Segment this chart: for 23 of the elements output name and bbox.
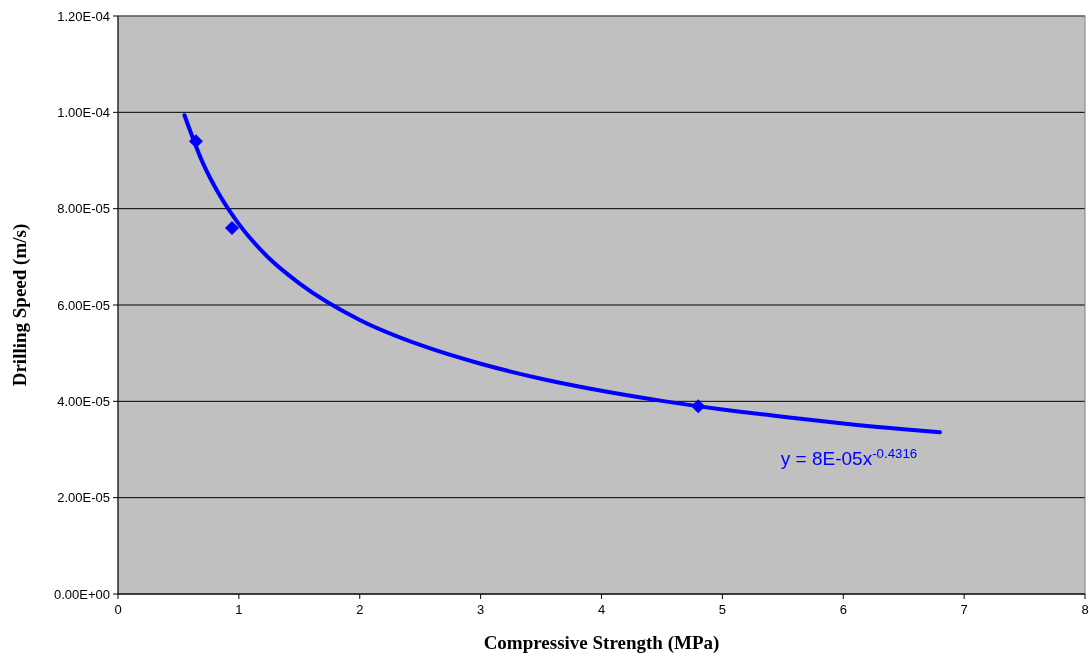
y-tick-label: 4.00E-05: [57, 393, 110, 409]
y-tick-label: 6.00E-05: [57, 297, 110, 313]
y-tick-label: 2.00E-05: [57, 490, 110, 506]
point: [691, 399, 706, 414]
y-tick-label: 0.00E+00: [53, 586, 110, 602]
y-tick-label: 1.20E-04: [57, 8, 110, 24]
point: [224, 220, 239, 235]
x-tick-label: 5: [718, 602, 726, 617]
x-tick-label: 2: [356, 602, 364, 617]
x-tick-label: 4: [597, 602, 606, 617]
annotation: y = 8E-05x$^{-0.4316}$: [780, 445, 918, 469]
point: [188, 134, 203, 149]
x-axis-title: Compressive Strength (MPa): [483, 632, 720, 654]
y-tick-label: 8.00E-05: [57, 201, 110, 217]
x-tick-label: 0: [114, 602, 122, 617]
line-series: [182, 113, 942, 435]
x-tick-label: 8: [1081, 602, 1089, 617]
y-tick-label: 1.00E-04: [57, 104, 110, 120]
x-tick-label: 6: [839, 602, 847, 617]
x-tick-label: 1: [235, 602, 243, 617]
y-axis-title: Drilling Speed (m/s): [9, 223, 31, 387]
x-tick-label: 7: [960, 602, 968, 617]
x-tick-label: 3: [477, 602, 485, 617]
